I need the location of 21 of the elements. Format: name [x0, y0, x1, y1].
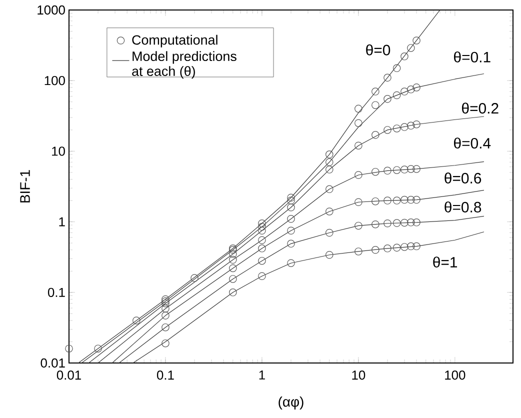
- x-tick-label: 1: [259, 370, 265, 380]
- x-tick-label: 100: [445, 370, 466, 380]
- y-axis-title: BIF-1: [20, 170, 30, 202]
- annotation: θ=0: [366, 44, 390, 56]
- y-tick-label: 0.1: [48, 288, 65, 297]
- legend-label: Model predictions at each (θ): [132, 51, 236, 79]
- y-tick-label: 0.01: [40, 358, 65, 368]
- x-axis-title: (αφ): [278, 396, 304, 410]
- annotation: θ=0.6: [444, 172, 482, 184]
- annotation: θ=1: [433, 256, 458, 268]
- y-tick-label: 100: [44, 76, 65, 86]
- y-tick-label: 1000: [38, 5, 65, 15]
- annotation: θ=0.1: [454, 51, 490, 62]
- annotation: θ=0.8: [444, 202, 482, 212]
- x-tick-label: 0.1: [156, 370, 174, 380]
- y-tick-label: 10: [52, 146, 65, 156]
- x-tick-label: 10: [352, 370, 366, 380]
- annotation: θ=0.4: [454, 138, 491, 149]
- annotation: θ=0.2: [462, 102, 498, 114]
- y-tick-label: 1: [59, 217, 65, 226]
- legend-label: Computational: [132, 34, 218, 48]
